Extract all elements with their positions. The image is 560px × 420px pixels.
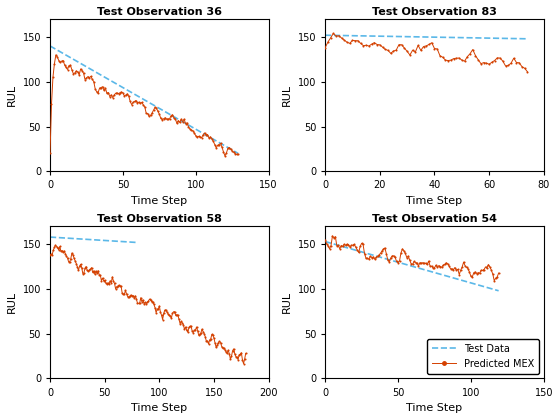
Y-axis label: RUL: RUL <box>282 84 292 106</box>
Y-axis label: RUL: RUL <box>7 84 17 106</box>
X-axis label: Time Step: Time Step <box>407 196 463 206</box>
Title: Test Observation 83: Test Observation 83 <box>372 7 497 17</box>
X-axis label: Time Step: Time Step <box>131 196 188 206</box>
Title: Test Observation 58: Test Observation 58 <box>97 214 222 224</box>
Y-axis label: RUL: RUL <box>7 291 17 313</box>
X-axis label: Time Step: Time Step <box>131 403 188 413</box>
Title: Test Observation 54: Test Observation 54 <box>372 214 497 224</box>
Y-axis label: RUL: RUL <box>282 291 292 313</box>
Legend: Test Data, Predicted MEX: Test Data, Predicted MEX <box>427 339 539 374</box>
Title: Test Observation 36: Test Observation 36 <box>97 7 222 17</box>
X-axis label: Time Step: Time Step <box>407 403 463 413</box>
